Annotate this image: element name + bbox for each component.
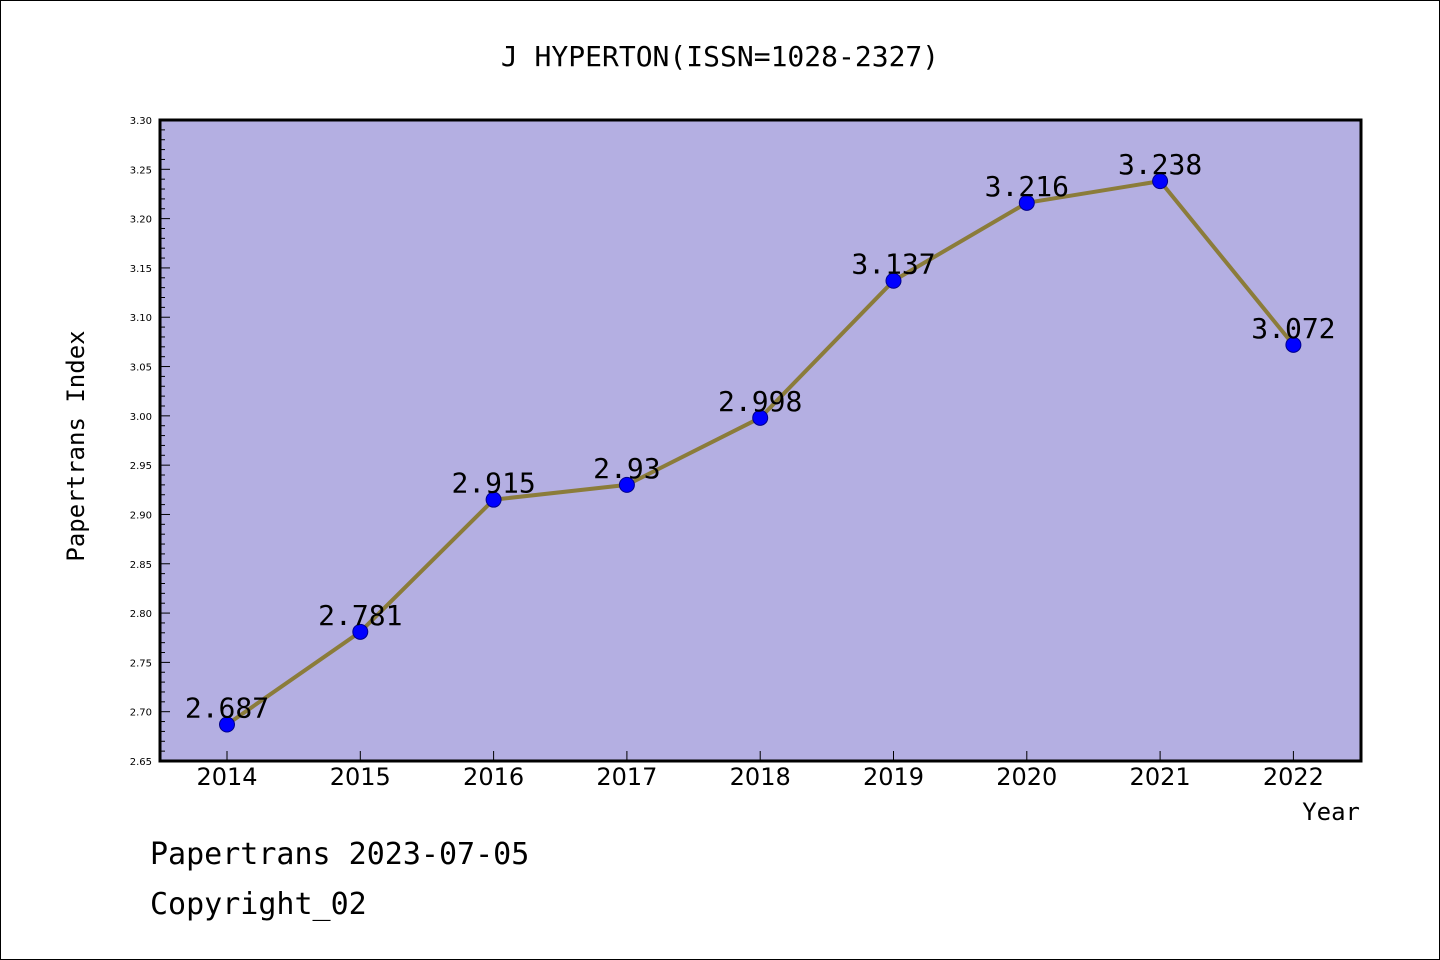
y-tick-label: 3.10 (130, 313, 152, 324)
data-label: 2.915 (451, 467, 535, 500)
data-point (618, 476, 635, 493)
data-point (752, 409, 769, 426)
y-tick-label: 3.15 (130, 264, 152, 275)
y-tick-label: 3.30 (130, 116, 152, 127)
y-tick-label: 3.25 (130, 165, 152, 176)
x-tick-label: 2019 (863, 763, 924, 791)
data-label: 2.781 (318, 599, 402, 632)
y-tick-label: 2.80 (130, 609, 152, 620)
x-tick-label: 2015 (330, 763, 391, 791)
x-tick-label: 2017 (596, 763, 657, 791)
x-tick-label: 2014 (196, 763, 257, 791)
data-label: 3.238 (1118, 148, 1202, 181)
y-tick-label: 2.90 (130, 510, 152, 521)
data-label: 3.072 (1251, 312, 1335, 345)
x-axis-label: Year (1302, 798, 1360, 826)
x-tick-label: 2020 (996, 763, 1057, 791)
data-point (485, 491, 502, 508)
y-tick-label: 2.75 (130, 658, 152, 669)
x-tick-label: 2022 (1263, 763, 1324, 791)
chart-title: J HYPERTON(ISSN=1028-2327) (501, 40, 939, 73)
data-label: 2.687 (185, 692, 269, 725)
y-tick-label: 3.05 (130, 363, 152, 374)
footer-date: Papertrans 2023-07-05 (150, 837, 529, 872)
y-tick-label: 2.85 (130, 560, 152, 571)
x-axis: 2014 2015 2016 2017 2018 2019 2020 2021 2022 (196, 751, 1324, 791)
x-tick-label: 2016 (463, 763, 524, 791)
data-point (1152, 173, 1169, 190)
y-axis-label: Papertrans Index (62, 330, 90, 561)
data-point (1018, 194, 1035, 211)
y-tick-label: 2.65 (130, 757, 152, 768)
y-tick-label: 2.70 (130, 708, 152, 719)
y-tick-label: 3.20 (130, 215, 152, 226)
data-label: 2.998 (718, 385, 802, 418)
x-tick-label: 2021 (1130, 763, 1191, 791)
data-point (885, 272, 902, 289)
data-point (1285, 336, 1302, 353)
data-label: 3.216 (985, 170, 1069, 203)
x-tick-label: 2018 (730, 763, 791, 791)
data-label: 3.137 (851, 248, 935, 281)
footer-copyright: Copyright_02 (150, 887, 367, 922)
y-axis: 2.65 2.70 2.75 2.80 2.85 2.90 2.95 3.00 3.05 3.10… (130, 116, 170, 768)
data-point (352, 623, 369, 640)
series-layer: 2.687 2.781 2.915 2.93 2.998 3.137 3.216 3.238 3… (185, 148, 1336, 733)
y-tick-label: 3.00 (130, 412, 152, 423)
data-point (219, 716, 235, 733)
plot-area (158, 118, 1363, 763)
data-label: 2.93 (593, 452, 660, 485)
y-tick-label: 2.95 (130, 461, 152, 472)
